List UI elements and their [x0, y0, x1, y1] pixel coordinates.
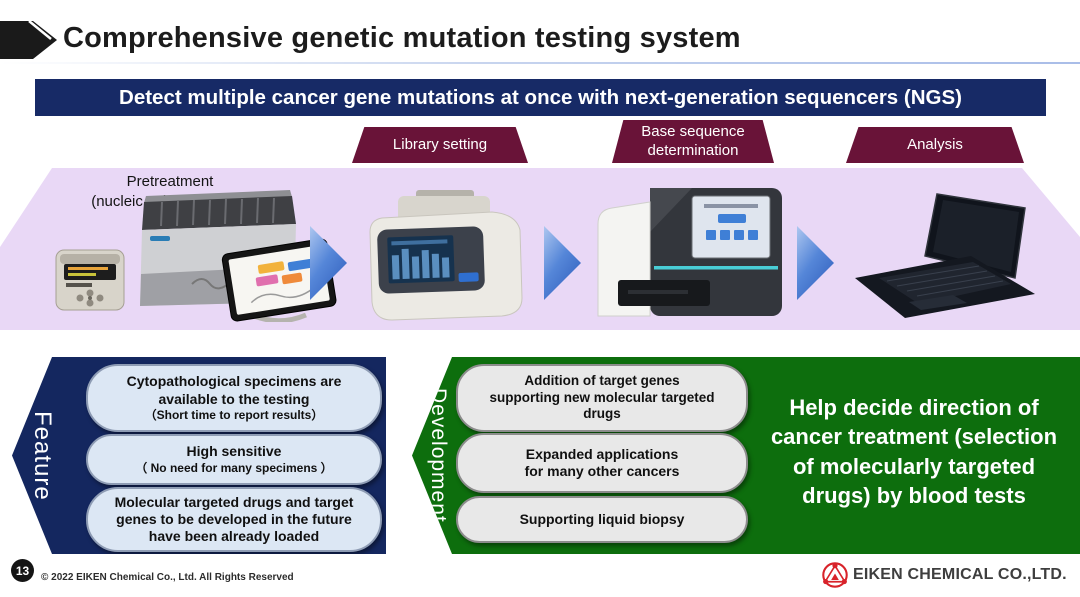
- feature-item-main: Molecular targeted drugs and target gene…: [114, 493, 354, 545]
- feature-item: Molecular targeted drugs and target gene…: [86, 487, 382, 552]
- development-item-text: Addition of target genes supporting new …: [489, 373, 715, 422]
- development-panel: Development Addition of target genes sup…: [412, 357, 1080, 554]
- copyright-text: © 2022 EIKEN Chemical Co., Ltd. All Righ…: [41, 572, 294, 583]
- title-divider: [0, 62, 1080, 64]
- title-arrow-icon: [0, 20, 57, 59]
- feature-item-sub: （ No need for many specimens ）: [135, 460, 333, 475]
- feature-item-main: Cytopathological specimens are available…: [126, 373, 342, 407]
- headline-banner: Detect multiple cancer gene mutations at…: [35, 79, 1046, 116]
- outcome-statement: Help decide direction of cancer treatmen…: [770, 395, 1058, 508]
- feature-item: High sensitive （ No need for many specim…: [86, 434, 382, 485]
- sequencer-image: [597, 188, 782, 317]
- development-item-text: Supporting liquid biopsy: [519, 510, 685, 527]
- page-title: Comprehensive genetic mutation testing s…: [63, 22, 741, 54]
- company-logo-icon: [822, 562, 848, 588]
- small-extractor-image: [55, 249, 125, 311]
- development-item: Expanded applications for many other can…: [456, 433, 748, 493]
- feature-vertical-label: Feature: [29, 410, 56, 501]
- pretreatment-machine-image: [140, 190, 296, 306]
- laptop-image: [855, 193, 1035, 318]
- company-name: EIKEN CHEMICAL CO.,LTD.: [853, 566, 1067, 583]
- feature-item-main: High sensitive: [186, 443, 282, 460]
- development-vertical-label: Development: [427, 388, 450, 523]
- page-number-badge: 13: [11, 559, 34, 582]
- development-item: Supporting liquid biopsy: [456, 496, 748, 543]
- step-library-setting: Library setting: [352, 127, 528, 163]
- feature-panel: Feature Cytopathological specimens are a…: [12, 357, 386, 554]
- development-item-text: Expanded applications for many other can…: [524, 445, 680, 479]
- development-item: Addition of target genes supporting new …: [456, 364, 748, 432]
- feature-item-sub: （Short time to report results）: [144, 407, 324, 422]
- thermal-cycler-image: [369, 190, 523, 321]
- step-base-sequence-determination: Base sequence determination: [612, 120, 774, 163]
- step-analysis: Analysis: [846, 127, 1024, 163]
- tablet-image: [221, 238, 337, 322]
- feature-item: Cytopathological specimens are available…: [86, 364, 382, 432]
